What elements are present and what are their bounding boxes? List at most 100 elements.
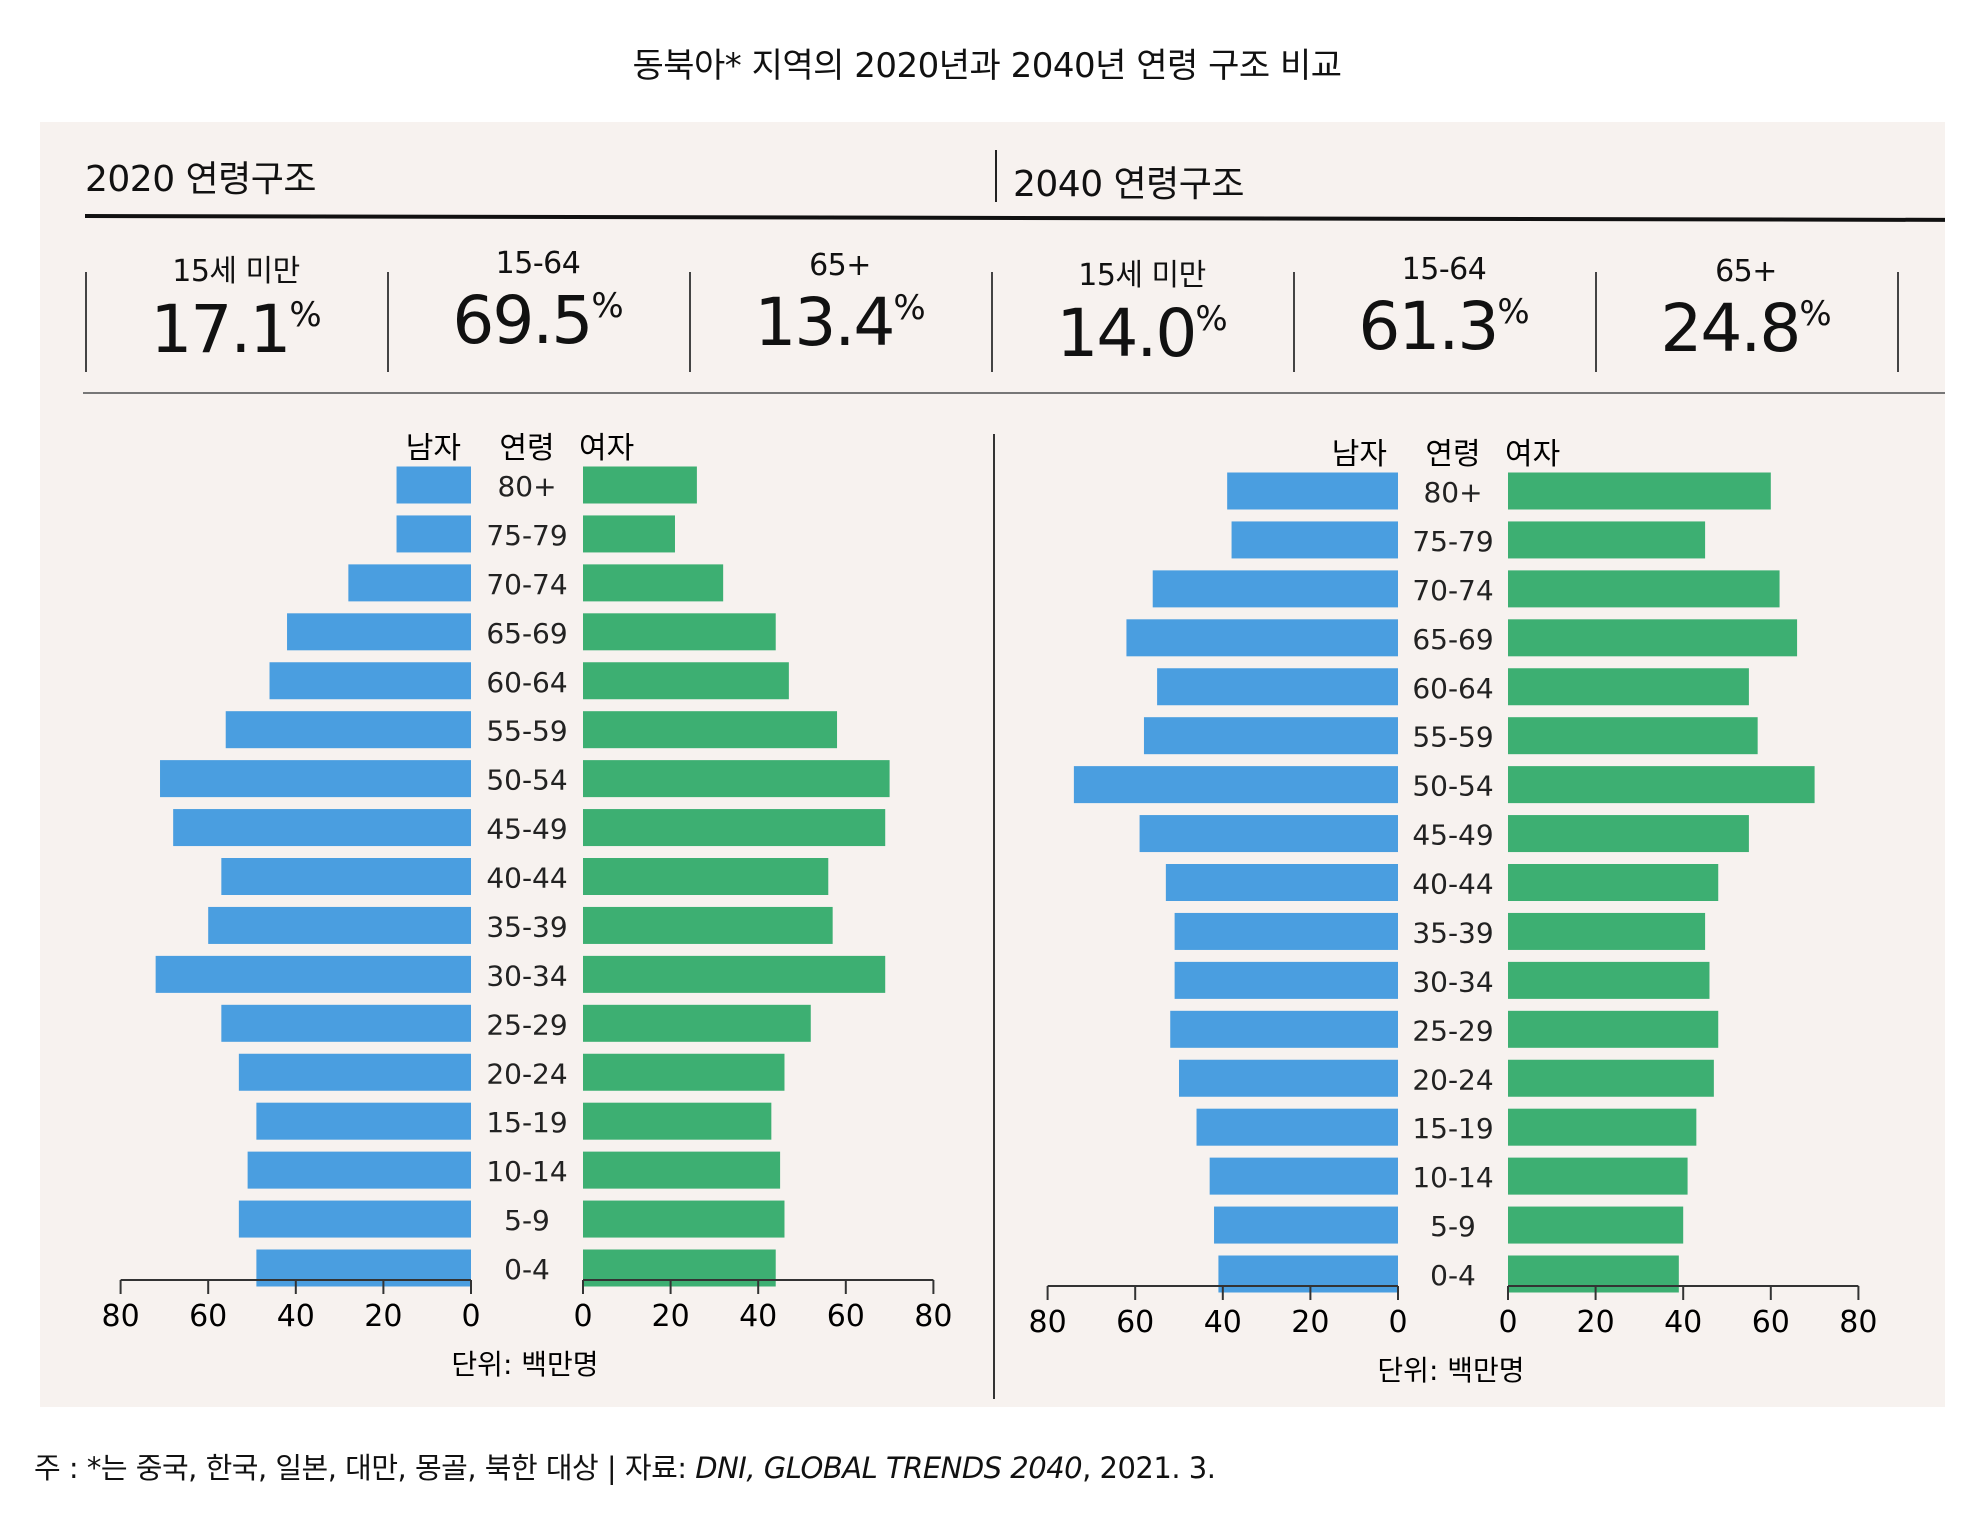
female-bar: [1508, 619, 1798, 657]
stat-2020-15-64: 15-64 69.5%: [388, 246, 688, 358]
stat-value: 13.4%: [754, 284, 926, 361]
female-bar: [1508, 766, 1815, 804]
male-bar: [208, 906, 471, 944]
female-bar: [1508, 1010, 1719, 1048]
chart-title: 동북아* 지역의 2020년과 2040년 연령 구조 비교: [632, 46, 1342, 86]
male-bar: [1174, 912, 1398, 950]
header-age: 연령: [499, 431, 554, 466]
female-axis-tick-label: 40: [739, 1299, 777, 1334]
age-label: 55-59: [1412, 721, 1493, 754]
male-bar: [256, 1102, 471, 1140]
male-axis-tick-label: 80: [1029, 1305, 1067, 1340]
age-label: 55-59: [486, 715, 567, 748]
female-axis-tick-label: 20: [652, 1299, 690, 1334]
female-bar: [583, 564, 724, 602]
male-bar: [221, 1004, 471, 1042]
male-bar: [1152, 570, 1398, 608]
female-bar: [583, 955, 886, 993]
age-label: 40-44: [486, 862, 567, 895]
stat-label: 15-64: [1401, 252, 1487, 287]
pyramid-2040: 남자 연령 여자 80+ 75-79 70-74 65-69 60-64 55-59 50-54 4…: [1029, 437, 1878, 1387]
footnote: 주 : *는 중국, 한국, 일본, 대만, 몽골, 북한 대상 | 자료: D…: [34, 1451, 1216, 1485]
age-label: 70-74: [1412, 574, 1493, 607]
stat-label: 15세 미만: [172, 254, 300, 289]
male-axis-tick-label: 0: [461, 1299, 480, 1334]
stat-divider: [85, 272, 87, 372]
male-axis-tick-label: 0: [1388, 1305, 1407, 1340]
female-bar: [583, 711, 838, 749]
male-bar: [1157, 668, 1398, 706]
female-axis-tick-label: 40: [1664, 1305, 1702, 1340]
female-bar: [583, 858, 829, 895]
title-divider: [995, 150, 997, 202]
pyramid-2020: 남자 연령 여자 80+ 75-79 70-74 65-69 60-64 55-59 50-54 4…: [102, 431, 953, 1381]
male-bar: [1126, 619, 1398, 657]
female-bar: [583, 662, 789, 700]
age-label: 5-9: [504, 1204, 550, 1237]
female-bar: [1508, 1206, 1684, 1244]
stat-divider: [387, 272, 389, 372]
age-label: 0-4: [504, 1253, 550, 1286]
female-bar: [583, 1102, 772, 1140]
age-label: 5-9: [1430, 1210, 1476, 1243]
stat-label: 65+: [809, 248, 871, 283]
female-axis-tick-label: 0: [1498, 1305, 1517, 1340]
age-label: 45-49: [1412, 819, 1493, 852]
age-label: 65-69: [1412, 623, 1493, 656]
stat-value: 17.1%: [150, 291, 322, 368]
female-axis-tick-label: 60: [827, 1299, 865, 1334]
age-label: 70-74: [486, 568, 567, 601]
stats-rule: [83, 392, 1945, 394]
header-age: 연령: [1425, 437, 1480, 472]
chart-divider: [993, 434, 995, 1399]
male-bar: [173, 809, 471, 847]
female-bar: [583, 613, 776, 651]
male-axis-tick-label: 40: [1204, 1305, 1242, 1340]
age-label: 20-24: [1412, 1063, 1493, 1096]
female-bar: [1508, 961, 1710, 999]
male-axis-tick-label: 80: [102, 1299, 140, 1334]
age-label: 15-19: [486, 1106, 567, 1139]
age-label: 15-19: [1412, 1112, 1493, 1145]
stat-value: 61.3%: [1358, 288, 1530, 365]
male-bar: [1165, 864, 1398, 901]
female-bar: [583, 1004, 811, 1042]
stat-divider: [689, 272, 691, 372]
age-label: 0-4: [1430, 1259, 1476, 1292]
female-axis-tick-label: 80: [1839, 1305, 1877, 1340]
stat-divider: [1897, 272, 1899, 372]
female-bar: [1508, 815, 1749, 853]
stat-value: 69.5%: [452, 282, 624, 359]
male-bar: [160, 760, 471, 798]
male-axis-tick-label: 20: [1291, 1305, 1329, 1340]
male-bar: [247, 1151, 471, 1189]
female-bar: [583, 466, 697, 504]
header-male: 남자: [1332, 437, 1387, 472]
section-title-2020: 2020 연령구조: [85, 159, 317, 200]
male-bar: [155, 955, 471, 993]
age-label: 30-34: [1412, 965, 1493, 998]
female-bar: [1508, 912, 1706, 950]
age-label: 35-39: [1412, 916, 1493, 949]
unit-label: 단위: 백만명: [451, 1348, 598, 1381]
male-bar: [238, 1053, 471, 1091]
male-bar: [1231, 521, 1398, 559]
female-bar: [583, 1053, 785, 1091]
stat-2020-under15: 15세 미만 17.1%: [86, 246, 386, 367]
male-bar: [269, 662, 471, 700]
stat-divider: [1293, 272, 1295, 372]
age-label: 25-29: [486, 1008, 567, 1041]
stat-value: 24.8%: [1660, 290, 1832, 367]
male-bar: [221, 858, 471, 895]
male-axis-tick-label: 60: [189, 1299, 227, 1334]
age-label: 45-49: [486, 813, 567, 846]
stat-divider: [1595, 272, 1597, 372]
age-label: 10-14: [1412, 1161, 1493, 1194]
male-bar: [1170, 1010, 1398, 1048]
male-bar: [225, 711, 471, 749]
female-bar: [583, 809, 886, 847]
male-bar: [1143, 717, 1398, 755]
female-bar: [1508, 668, 1749, 706]
male-bar: [287, 613, 471, 651]
age-label: 20-24: [486, 1057, 567, 1090]
